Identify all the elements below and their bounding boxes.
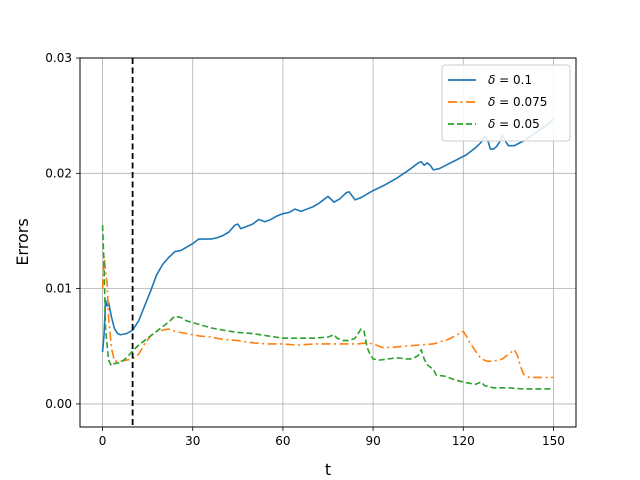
x-tick-label: 30	[185, 434, 200, 448]
series-line-3	[101, 225, 554, 390]
y-tick-label: 0.00	[45, 397, 72, 411]
series-line-2	[101, 255, 554, 379]
y-axis-title: Errors	[13, 218, 32, 265]
plot-frame	[79, 57, 577, 428]
x-tick-label: 60	[275, 434, 290, 448]
legend-label-1: δ = 0.1	[488, 73, 532, 87]
legend-label-2: δ = 0.075	[488, 95, 547, 109]
x-tick-label: 90	[365, 434, 380, 448]
x-axis-title: t	[325, 460, 331, 479]
x-tick-label: 0	[99, 434, 107, 448]
x-tick-label: 150	[542, 434, 565, 448]
axis-ticks: 0 30 60 90 120 150 0.00 0.01 0.02 0.03	[45, 51, 565, 448]
y-tick-label: 0.03	[45, 51, 72, 65]
legend: δ = 0.1 δ = 0.075 δ = 0.05	[441, 64, 571, 142]
x-tick-label: 120	[452, 434, 475, 448]
legend-label-3: δ = 0.05	[488, 117, 540, 131]
y-tick-label: 0.02	[45, 166, 72, 180]
legend-box	[441, 64, 571, 142]
y-tick-label: 0.01	[45, 282, 72, 296]
